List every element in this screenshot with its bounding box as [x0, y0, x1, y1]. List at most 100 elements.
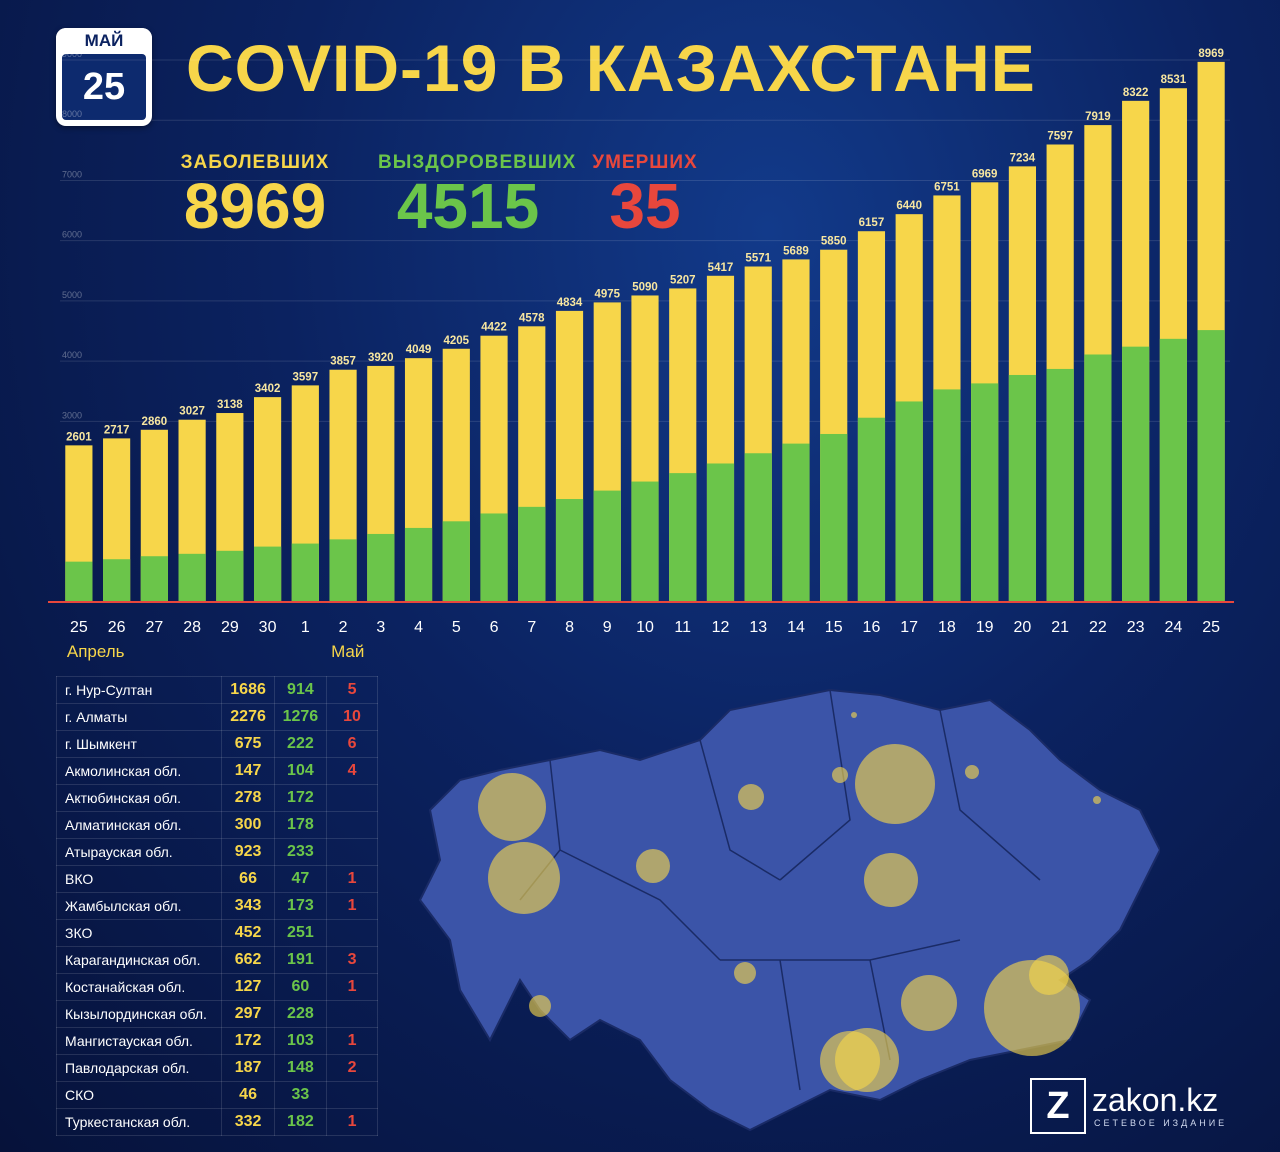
- table-row: Актюбинская обл. 278 172: [55, 784, 378, 812]
- bar-value-label: 4049: [406, 344, 432, 356]
- logo-tagline: СЕТЕВОЕ ИЗДАНИЕ: [1094, 1118, 1228, 1128]
- cell-cases: 46: [221, 1081, 275, 1109]
- x-tick-label: 8: [565, 619, 574, 636]
- x-tick-label: 29: [221, 619, 239, 636]
- map-bubble: [1029, 955, 1069, 995]
- cell-deaths: 4: [326, 757, 378, 785]
- bar-recovered: [65, 561, 93, 602]
- cell-recovered: 172: [273, 784, 328, 812]
- grid-tick-label: 9000: [62, 49, 82, 59]
- month-label: Май: [331, 642, 364, 661]
- cell-recovered: 104: [273, 757, 328, 785]
- bar-recovered: [178, 553, 206, 602]
- map-bubble: [835, 1028, 899, 1092]
- table-row: Атырауская обл. 923 233: [55, 838, 378, 866]
- x-tick-label: 25: [70, 619, 88, 636]
- stat-deaths-label: УМЕРШИХ: [592, 152, 698, 173]
- x-tick-label: 13: [749, 619, 767, 636]
- x-tick-label: 10: [636, 619, 654, 636]
- bar-value-label: 4578: [519, 312, 545, 324]
- bar-recovered: [1008, 374, 1037, 602]
- cell-recovered: 173: [273, 892, 328, 920]
- calendar-month: МАЙ: [56, 28, 152, 54]
- table-row: Кызылординская обл. 297 228: [55, 1000, 378, 1028]
- cell-cases: 147: [221, 757, 275, 785]
- grid-tick-label: 4000: [62, 350, 82, 360]
- cell-deaths: [326, 838, 378, 866]
- bar-value-label: 6751: [934, 181, 960, 193]
- bar-recovered: [329, 539, 357, 602]
- cell-recovered: 233: [273, 838, 328, 866]
- map-bubble: [734, 962, 756, 984]
- cell-recovered: 191: [273, 946, 328, 974]
- map-bubble: [901, 975, 957, 1031]
- map-bubble: [488, 842, 560, 914]
- bar-value-label: 5689: [783, 245, 809, 257]
- cell-deaths: [326, 1000, 378, 1028]
- x-tick-label: 7: [527, 619, 536, 636]
- x-tick-label: 5: [452, 619, 461, 636]
- map-bubble: [864, 853, 918, 907]
- x-tick-label: 14: [787, 619, 805, 636]
- bar-value-label: 6969: [972, 168, 998, 180]
- bar-value-label: 4422: [481, 322, 507, 334]
- cell-region: СКО: [55, 1081, 223, 1109]
- bar-recovered: [216, 550, 244, 602]
- cell-region: Туркестанская обл.: [55, 1108, 223, 1136]
- cell-cases: 187: [221, 1054, 275, 1082]
- bar-value-label: 3857: [330, 356, 356, 368]
- map-bubble: [636, 849, 670, 883]
- stat-recovered: ВЫЗДОРОВЕВШИХ 4515: [378, 152, 575, 238]
- stat-cases: ЗАБОЛЕВШИХ 8969: [160, 152, 350, 238]
- bar-recovered: [1122, 346, 1150, 602]
- cell-cases: 297: [221, 1000, 275, 1028]
- cell-cases: 452: [221, 919, 275, 947]
- bar-recovered: [933, 389, 961, 602]
- cell-recovered: 60: [273, 973, 328, 1001]
- bar-recovered: [1197, 330, 1225, 602]
- bar-value-label: 5207: [670, 274, 696, 286]
- table-row: ЗКО 452 251: [55, 919, 378, 947]
- cell-region: Актюбинская обл.: [55, 784, 223, 812]
- map-bubble: [529, 995, 551, 1017]
- bar-recovered: [555, 499, 584, 602]
- cell-cases: 923: [221, 838, 275, 866]
- regions-table: г. Нур-Султан 1686 914 5 г. Алматы 2276 1276 10…: [55, 676, 378, 1136]
- cell-recovered: 47: [273, 865, 328, 893]
- cell-deaths: [326, 1081, 378, 1109]
- x-tick-label: 21: [1051, 619, 1069, 636]
- x-tick-label: 30: [259, 619, 277, 636]
- cell-recovered: 228: [273, 1000, 328, 1028]
- zakon-logo: Z zakon.kz СЕТЕВОЕ ИЗДАНИЕ: [1030, 1078, 1230, 1134]
- page-title: COVID-19 В КАЗАХСТАНЕ: [186, 31, 1036, 105]
- bar-value-label: 3402: [255, 383, 281, 395]
- cell-cases: 332: [221, 1108, 275, 1136]
- x-tick-label: 3: [376, 619, 385, 636]
- bar-recovered: [1046, 368, 1074, 602]
- x-tick-label: 20: [1014, 619, 1032, 636]
- x-tick-label: 18: [938, 619, 956, 636]
- bar-value-label: 7234: [1010, 152, 1036, 164]
- bar-value-label: 3920: [368, 352, 394, 364]
- x-tick-label: 24: [1164, 619, 1182, 636]
- table-row: г. Нур-Султан 1686 914 5: [55, 676, 378, 704]
- cell-region: Акмолинская обл.: [55, 757, 223, 785]
- bar-recovered: [103, 559, 131, 602]
- cell-deaths: [326, 784, 378, 812]
- cell-region: Кызылординская обл.: [55, 1000, 223, 1028]
- x-tick-label: 22: [1089, 619, 1107, 636]
- bar-value-label: 3027: [179, 406, 205, 418]
- bar-recovered: [820, 433, 848, 602]
- cell-region: Павлодарская обл.: [55, 1054, 223, 1082]
- x-tick-label: 12: [712, 619, 730, 636]
- x-tick-label: 15: [825, 619, 843, 636]
- cell-deaths: 10: [326, 703, 378, 731]
- cell-region: Мангистауская обл.: [55, 1027, 223, 1055]
- bar-recovered: [744, 453, 772, 602]
- map-bubble: [832, 767, 848, 783]
- cell-region: Карагандинская обл.: [55, 946, 223, 974]
- cell-recovered: 251: [273, 919, 328, 947]
- cell-deaths: [326, 811, 378, 839]
- x-tick-label: 17: [900, 619, 918, 636]
- map-bubble: [851, 712, 857, 718]
